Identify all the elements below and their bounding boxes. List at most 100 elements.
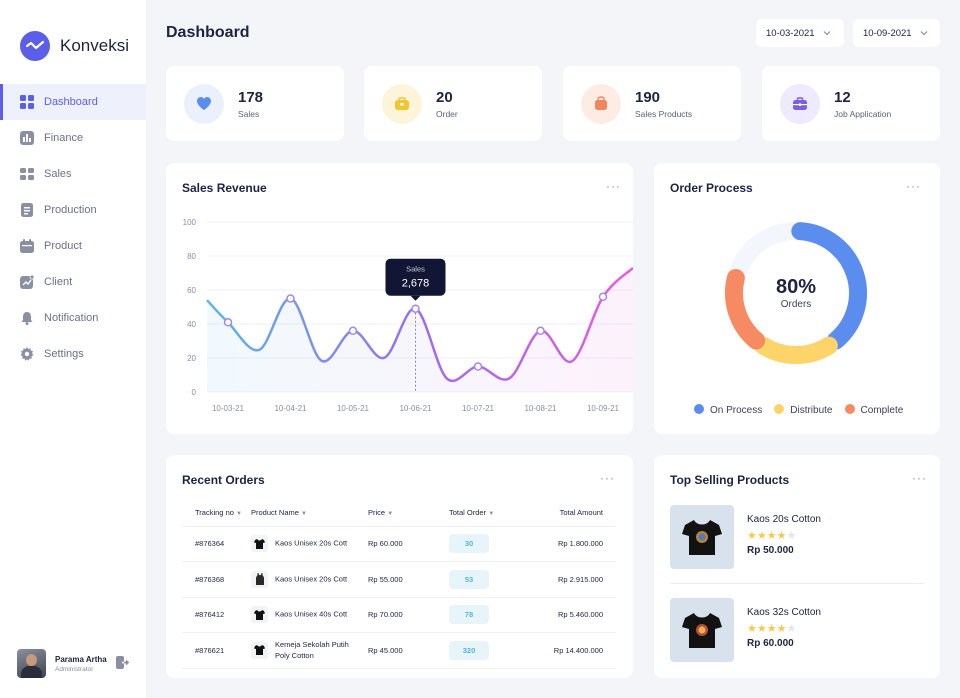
- stat-label: Sales: [238, 108, 260, 119]
- product-cell: Kaos Unisex 40s Cott: [251, 597, 368, 633]
- stat-icon-wrap: [184, 83, 224, 124]
- data-point[interactable]: [348, 326, 358, 336]
- product-name: Kaos 20s Cotton: [747, 514, 821, 525]
- donut-slice[interactable]: [754, 336, 838, 364]
- stat-card-sales-products[interactable]: 190 Sales Products: [563, 66, 741, 141]
- star-icon: ★: [756, 530, 767, 542]
- sidebar-item-settings[interactable]: Settings: [0, 336, 146, 372]
- total-order-badge: 320: [449, 640, 489, 660]
- y-tick-label: 80: [187, 252, 196, 261]
- data-point[interactable]: [598, 292, 608, 302]
- star-icon: ★: [747, 530, 757, 542]
- star-icon: ★: [756, 623, 767, 635]
- sidebar-item-client[interactable]: Client: [0, 264, 146, 300]
- data-point[interactable]: [536, 326, 545, 336]
- x-tick-label: 10-04-21: [274, 404, 307, 413]
- tshirt-icon: [682, 520, 722, 555]
- y-tick-label: 60: [187, 286, 196, 295]
- column-header-product[interactable]: Product Name ▼: [251, 500, 368, 527]
- briefcase-icon: [793, 96, 807, 110]
- app-logo[interactable]: Konveksi: [20, 31, 129, 61]
- legend-item[interactable]: On Process: [694, 404, 762, 416]
- trend-icon: [20, 275, 34, 289]
- sidebar-item-production[interactable]: Production: [0, 192, 146, 228]
- logout-icon[interactable]: [116, 656, 129, 669]
- table-row[interactable]: #876368 Kaos Unisex 20s Cott Rp 55.000 5…: [182, 561, 616, 598]
- orders-table: Tracking no ▼ Product Name ▼ Price ▼ Tot…: [182, 500, 616, 669]
- stat-card-sales[interactable]: 178 Sales: [166, 66, 344, 141]
- top-product-item[interactable]: Kaos 20s Cotton ★★★★★ Rp 50.000: [670, 505, 821, 569]
- legend-label: On Process: [710, 405, 763, 416]
- star-icon: ★: [786, 530, 797, 542]
- stat-value: 12: [834, 88, 851, 106]
- bag-icon: [395, 96, 409, 110]
- top-product-item[interactable]: Kaos 32s Cotton ★★★★★ Rp 60.000: [670, 598, 821, 662]
- more-options-button[interactable]: ···: [606, 179, 621, 193]
- sidebar-item-label: Finance: [44, 132, 84, 144]
- product-name: Kaos Unisex 20s Cott: [275, 574, 348, 584]
- table-row[interactable]: #876621 Kemeja Sekolah Putih Poly Cotton…: [182, 632, 616, 669]
- column-header-total-amount[interactable]: Total Amount: [539, 500, 616, 527]
- data-point[interactable]: [286, 294, 295, 303]
- date-to-select[interactable]: 10-09-2021: [853, 19, 940, 47]
- sidebar-item-sales[interactable]: Sales: [0, 156, 146, 192]
- sort-icon: ▼: [488, 511, 495, 518]
- legend-item[interactable]: Complete: [844, 404, 904, 416]
- sidebar-item-product[interactable]: Product: [0, 228, 146, 264]
- product-cell: Kaos Unisex 20s Cott: [251, 561, 368, 598]
- stat-value: 178: [238, 88, 264, 106]
- page-title: Dashboard: [166, 24, 250, 41]
- sales-revenue-card: Sales Revenue ··· 100 80 60 40 20 0 10-03-21 1…: [166, 163, 633, 434]
- legend-dot: [694, 404, 704, 414]
- user-profile[interactable]: Parama Artha Administrator: [17, 649, 107, 678]
- product-name: Kemeja Sekolah Putih Poly Cotton: [275, 640, 349, 661]
- date-from-select[interactable]: 10-03-2021: [756, 19, 844, 47]
- stat-label: Job Application: [834, 108, 892, 119]
- tracking-no: #876368: [182, 561, 251, 598]
- sidebar-item-label: Client: [44, 276, 73, 288]
- chevron-down-icon: [920, 31, 928, 36]
- star-icon: ★: [776, 530, 787, 542]
- table-row[interactable]: #876364 Kaos Unisex 20s Cott Rp 60.000 3…: [182, 526, 616, 562]
- total-order-cell: 320: [449, 632, 539, 669]
- donut-center-value: 80%: [776, 276, 816, 298]
- donut-slice[interactable]: [791, 222, 867, 350]
- sidebar-item-notification[interactable]: Notification: [0, 300, 146, 336]
- total-order-badge: 53: [449, 569, 489, 589]
- stat-card-order[interactable]: 20 Order: [364, 66, 542, 141]
- product-price: Rp 60.000: [747, 638, 794, 649]
- legend-label: Complete: [860, 405, 904, 416]
- stat-card-job-application[interactable]: 12 Job Application: [762, 66, 940, 141]
- more-options-button[interactable]: ···: [912, 471, 927, 485]
- column-header-tracking[interactable]: Tracking no ▼: [182, 500, 251, 527]
- more-options-button[interactable]: ···: [906, 179, 921, 193]
- table-header-row: Tracking no ▼ Product Name ▼ Price ▼ Tot…: [182, 500, 616, 527]
- sidebar-nav: Dashboard Finance Sales Production Produ…: [0, 84, 146, 372]
- sidebar-item-dashboard[interactable]: Dashboard: [0, 84, 146, 120]
- more-options-button[interactable]: ···: [600, 471, 615, 485]
- data-point[interactable]: [411, 304, 420, 313]
- data-point[interactable]: [473, 362, 483, 371]
- donut-slice[interactable]: [725, 269, 766, 350]
- price: Rp 60.000: [368, 526, 449, 562]
- product-name: Kaos 32s Cotton: [747, 607, 821, 618]
- column-header-total-order[interactable]: Total Order ▼: [449, 500, 539, 527]
- product-cell: Kaos Unisex 20s Cott: [251, 526, 368, 562]
- calendar-icon: [20, 239, 34, 253]
- sidebar-item-label: Product: [44, 240, 82, 252]
- total-order-cell: 30: [449, 526, 539, 562]
- legend-item[interactable]: Distribute: [774, 404, 833, 416]
- sidebar: Konveksi Dashboard Finance Sales Product…: [0, 0, 146, 698]
- total-amount: Rp 2.915.000: [539, 561, 616, 598]
- shopping-bag-icon: [595, 96, 607, 110]
- legend-label: Distribute: [790, 405, 833, 416]
- revenue-area: [207, 267, 633, 392]
- y-tick-label: 100: [183, 218, 197, 227]
- y-tick-label: 20: [187, 354, 196, 363]
- data-point[interactable]: [223, 318, 233, 327]
- sidebar-item-finance[interactable]: Finance: [0, 120, 146, 156]
- x-tick-label: 10-05-21: [337, 404, 370, 413]
- column-header-price[interactable]: Price ▼: [368, 500, 449, 527]
- table-row[interactable]: #876412 Kaos Unisex 40s Cott Rp 70.000 7…: [182, 597, 616, 633]
- top-selling-card: Top Selling Products ··· Kaos 20s Cotton…: [654, 455, 940, 678]
